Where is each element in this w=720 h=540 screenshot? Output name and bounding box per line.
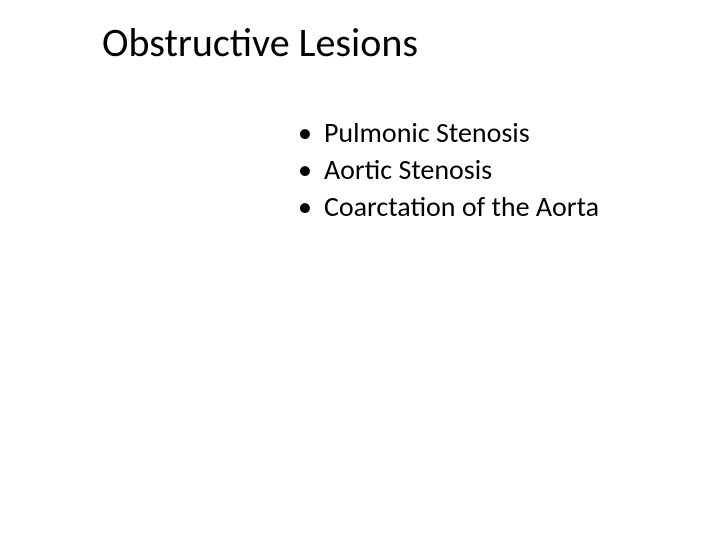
- bullet-icon: •: [298, 116, 312, 150]
- slide-body: • Pulmonic Stenosis • Aortic Stenosis • …: [298, 115, 698, 226]
- list-item: • Coarctation of the Aorta: [298, 189, 698, 224]
- list-item: • Aortic Stenosis: [298, 152, 698, 187]
- bullet-icon: •: [298, 153, 312, 187]
- bullet-text: Aortic Stenosis: [324, 152, 492, 187]
- bullet-text: Pulmonic Stenosis: [324, 115, 530, 150]
- bullet-icon: •: [298, 190, 312, 224]
- list-item: • Pulmonic Stenosis: [298, 115, 698, 150]
- bullet-text: Coarctation of the Aorta: [324, 189, 599, 224]
- slide: Obstructive Lesions • Pulmonic Stenosis …: [0, 0, 720, 540]
- slide-title: Obstructive Lesions: [102, 18, 418, 67]
